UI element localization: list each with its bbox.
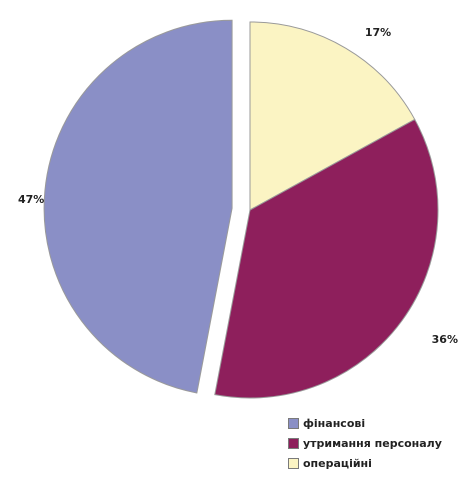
legend-item-personnel: утримання персоналу [288, 433, 475, 453]
pie-label-financial: 47% [18, 193, 44, 206]
pie-label-personnel: 36% [432, 333, 458, 346]
pie-label-operational: 17% [365, 26, 391, 39]
pie-slice-personnel [214, 118, 439, 399]
legend-swatch-personnel [288, 437, 299, 449]
legend-swatch-financial [288, 417, 299, 429]
pie-slice-financial [43, 19, 233, 394]
legend-label-financial: фінансові [303, 416, 366, 430]
chart-legend: фінансові утримання персоналу операційні [288, 413, 475, 473]
legend-label-operational: операційні [303, 456, 372, 470]
legend-label-personnel: утримання персоналу [303, 436, 442, 450]
legend-item-operational: операційні [288, 453, 475, 473]
legend-swatch-operational [288, 457, 299, 469]
legend-item-financial: фінансові [288, 413, 475, 433]
pie-slice-operational [249, 21, 416, 211]
